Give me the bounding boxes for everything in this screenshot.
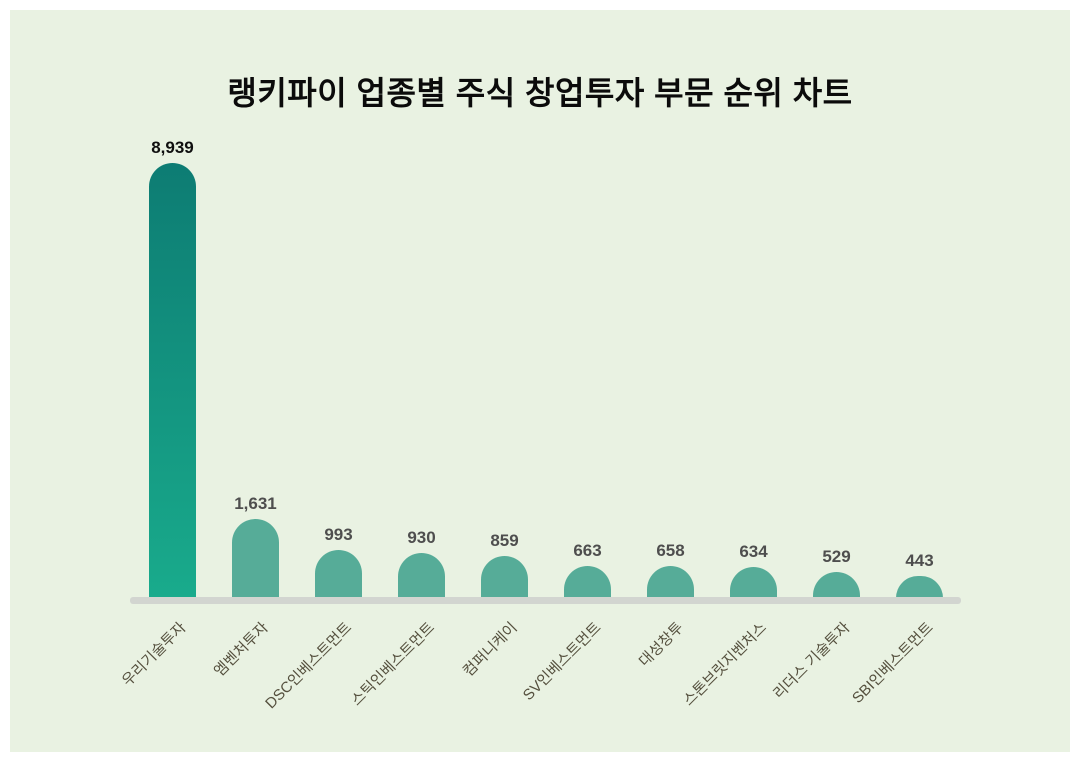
bar-value-label: 8,939 — [151, 138, 194, 157]
bar-value-label: 859 — [490, 531, 519, 550]
category-label-text: 스틱인베스트먼트 — [348, 619, 439, 710]
bar — [149, 163, 196, 598]
bar-slot: 634 — [712, 542, 795, 598]
category-label-text: SV인베스트먼트 — [519, 619, 605, 704]
bar-slot: 930 — [380, 528, 463, 598]
x-axis-line — [130, 597, 961, 604]
category-label-text: 우리기술투자 — [118, 619, 190, 690]
bar — [647, 566, 694, 598]
bar — [813, 572, 860, 598]
bar-value-label: 529 — [822, 547, 851, 566]
category-label-text: DSC인베스트먼트 — [262, 619, 356, 713]
bar — [896, 576, 943, 598]
category-label-text: 대성창투 — [636, 619, 688, 671]
bar-slot: 8,939 — [131, 138, 214, 598]
bar-value-label: 658 — [656, 541, 685, 560]
bar-slot: 859 — [463, 531, 546, 598]
chart-title: 랭키파이 업종별 주식 창업투자 부문 순위 차트 — [227, 75, 853, 111]
category-label-text: 리더스 기술투자 — [769, 619, 854, 703]
bar-value-label: 993 — [324, 525, 353, 544]
category-label-text: 스톤브릿지벤처스 — [680, 619, 771, 710]
bar-slot: 529 — [795, 547, 878, 598]
bar-value-label: 1,631 — [234, 494, 277, 513]
bar-slot: 993 — [297, 525, 380, 598]
bar-slot: 658 — [629, 541, 712, 598]
bar — [315, 550, 362, 598]
bar-slot: 443 — [878, 551, 961, 598]
bar-value-label: 443 — [905, 551, 934, 570]
bar-slot: 1,631 — [214, 494, 297, 598]
chart-panel: 랭키파이 업종별 주식 창업투자 부문 순위 차트 8,939 1,631 993 9… — [10, 10, 1070, 752]
plot-area: 8,939 1,631 993 930 859 663 658 634 529 443 — [131, 10, 961, 598]
category-label-text: 컴퍼니케이 — [460, 619, 522, 681]
bar — [730, 567, 777, 598]
bar — [232, 519, 279, 598]
bar — [398, 553, 445, 598]
bar-slot: 663 — [546, 541, 629, 598]
bar — [564, 566, 611, 598]
bar-value-label: 663 — [573, 541, 602, 560]
bar-value-label: 634 — [739, 542, 768, 561]
category-label-text: 엠벤처투자 — [211, 619, 273, 681]
bar-value-label: 930 — [407, 528, 436, 547]
category-label-text: SBI인베스트먼트 — [848, 619, 937, 707]
bar — [481, 556, 528, 598]
